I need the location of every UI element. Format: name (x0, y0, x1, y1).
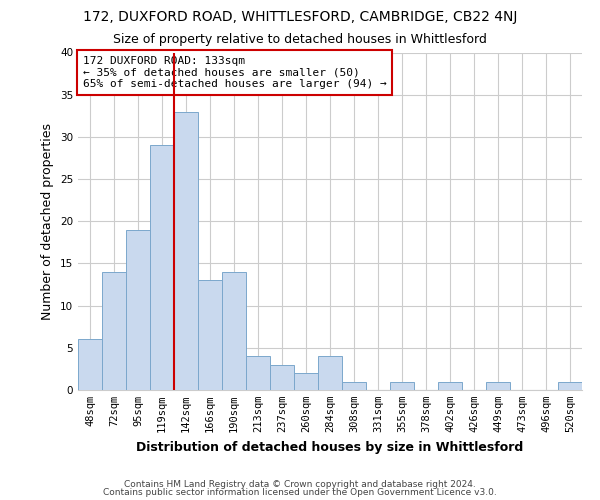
Bar (318, 356, 342, 390)
Bar (390, 382, 414, 390)
Bar (78, 340, 102, 390)
Bar (558, 382, 582, 390)
Bar (102, 272, 126, 390)
Bar (486, 382, 510, 390)
Text: 172, DUXFORD ROAD, WHITTLESFORD, CAMBRIDGE, CB22 4NJ: 172, DUXFORD ROAD, WHITTLESFORD, CAMBRID… (83, 10, 517, 24)
Text: Size of property relative to detached houses in Whittlesford: Size of property relative to detached ho… (113, 32, 487, 46)
Bar (342, 382, 366, 390)
Text: Contains public sector information licensed under the Open Government Licence v3: Contains public sector information licen… (103, 488, 497, 497)
Text: 172 DUXFORD ROAD: 133sqm
← 35% of detached houses are smaller (50)
65% of semi-d: 172 DUXFORD ROAD: 133sqm ← 35% of detach… (83, 56, 387, 89)
Bar (246, 356, 270, 390)
Bar (150, 146, 174, 390)
Y-axis label: Number of detached properties: Number of detached properties (41, 122, 55, 320)
Bar (270, 364, 294, 390)
Bar (174, 112, 198, 390)
Bar (222, 272, 246, 390)
X-axis label: Distribution of detached houses by size in Whittlesford: Distribution of detached houses by size … (136, 440, 524, 454)
Text: Contains HM Land Registry data © Crown copyright and database right 2024.: Contains HM Land Registry data © Crown c… (124, 480, 476, 489)
Bar (126, 230, 150, 390)
Bar (438, 382, 462, 390)
Bar (294, 373, 318, 390)
Bar (198, 280, 222, 390)
